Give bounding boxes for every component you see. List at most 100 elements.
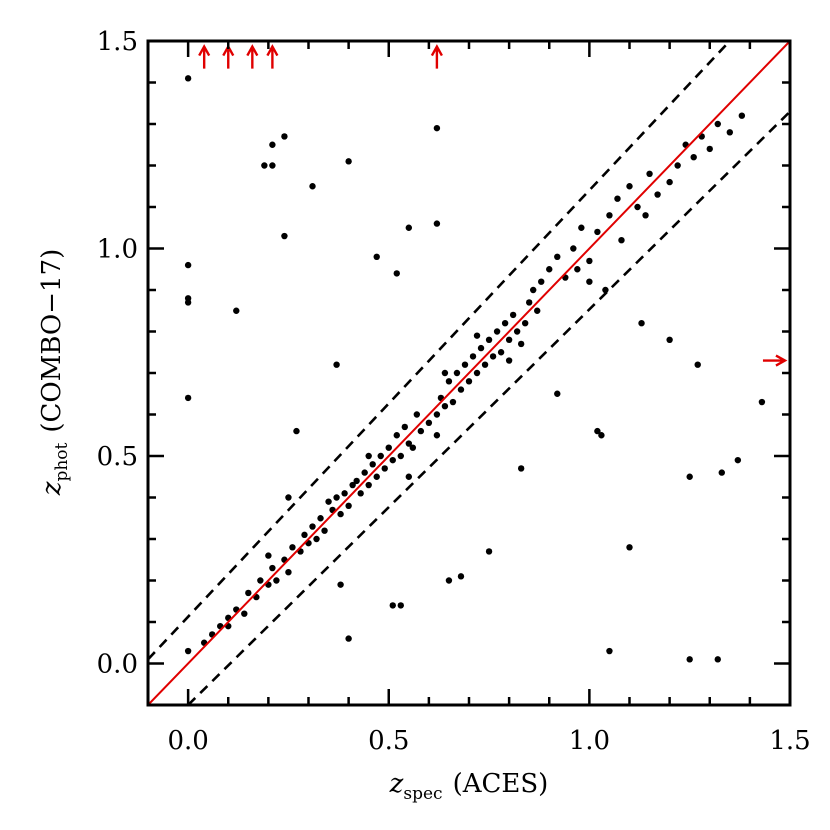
data-point — [365, 452, 372, 460]
data-point — [481, 361, 489, 368]
data-point — [293, 427, 300, 435]
data-point — [714, 656, 721, 663]
data-point — [269, 162, 276, 169]
data-point — [594, 228, 601, 236]
data-point — [534, 307, 541, 314]
y-axis-label: zphot (COMBO−17) — [37, 249, 72, 497]
data-point — [345, 502, 352, 509]
data-point — [269, 141, 276, 148]
data-point — [245, 589, 252, 597]
y-label-sub: phot — [52, 442, 72, 481]
data-point — [241, 610, 248, 617]
data-point — [281, 232, 288, 240]
data-point — [489, 353, 497, 360]
data-point — [453, 369, 461, 377]
data-point — [184, 75, 192, 82]
data-point — [417, 427, 425, 435]
data-point — [285, 569, 292, 576]
data-point — [184, 394, 192, 402]
data-point — [333, 494, 340, 501]
data-point — [233, 307, 240, 314]
data-point — [509, 311, 517, 319]
data-point — [313, 535, 320, 543]
data-point — [469, 353, 477, 360]
data-point — [738, 112, 746, 119]
data-point — [385, 444, 392, 451]
data-point — [473, 332, 481, 339]
data-point — [309, 523, 316, 530]
data-point — [433, 220, 441, 227]
data-point — [184, 299, 192, 306]
x-tick-label: 1.5 — [769, 726, 810, 756]
x-tick-label: 0.5 — [368, 726, 409, 756]
y-label-text: (COMBO−17) — [37, 249, 67, 433]
data-point — [365, 481, 372, 489]
data-point — [289, 544, 296, 551]
right-limit-arrow — [762, 354, 788, 367]
data-point — [513, 328, 521, 335]
data-point — [465, 378, 473, 385]
data-point — [642, 212, 649, 219]
data-point — [389, 602, 396, 609]
data-point — [369, 461, 376, 468]
data-point — [397, 452, 404, 460]
data-point — [694, 361, 701, 368]
data-point — [485, 548, 493, 555]
data-point — [493, 328, 501, 335]
data-point — [425, 419, 433, 426]
data-point — [273, 577, 280, 584]
upper-limit-arrow — [430, 44, 443, 69]
data-point — [184, 261, 192, 269]
reference-line — [148, 41, 790, 705]
data-point — [441, 403, 449, 410]
data-point — [445, 577, 453, 584]
data-point — [405, 224, 413, 231]
data-point — [449, 398, 457, 406]
data-point — [686, 473, 693, 480]
data-point — [606, 647, 613, 655]
data-point — [357, 490, 364, 497]
data-point — [317, 515, 324, 522]
data-point — [257, 577, 264, 584]
data-point — [389, 456, 396, 464]
data-point — [373, 253, 380, 260]
data-point — [301, 531, 308, 539]
data-point — [602, 286, 609, 294]
data-point — [654, 191, 661, 198]
data-point — [497, 349, 505, 356]
data-point — [517, 465, 525, 472]
data-point — [554, 253, 561, 260]
x-label-var: z — [389, 769, 404, 799]
data-point — [525, 299, 533, 306]
y-tick-label: 0.5 — [97, 442, 138, 472]
data-point — [734, 456, 742, 464]
x-axis-label: zspec (ACES) — [389, 769, 549, 804]
data-point — [530, 286, 537, 294]
data-point — [594, 427, 601, 435]
data-point — [714, 120, 721, 128]
data-point — [441, 369, 449, 377]
data-point — [285, 494, 292, 501]
data-point — [674, 162, 681, 169]
data-point — [626, 544, 633, 551]
data-point — [373, 473, 380, 480]
dashed-line — [148, 41, 731, 661]
data-point — [281, 133, 288, 140]
data-point — [269, 564, 276, 572]
data-point — [574, 266, 581, 273]
data-point — [325, 498, 332, 505]
data-point — [718, 469, 725, 476]
data-point — [598, 432, 605, 439]
data-point — [606, 212, 613, 219]
data-point — [341, 490, 348, 497]
x-tick-label: 1.0 — [569, 726, 610, 756]
data-point — [626, 183, 633, 190]
x-label-sub: spec — [403, 784, 442, 804]
data-point — [706, 145, 713, 153]
data-point — [457, 386, 465, 393]
data-point — [353, 477, 360, 485]
data-point — [586, 257, 593, 265]
data-point — [413, 411, 421, 418]
data-point — [377, 452, 384, 460]
data-point — [501, 320, 509, 327]
